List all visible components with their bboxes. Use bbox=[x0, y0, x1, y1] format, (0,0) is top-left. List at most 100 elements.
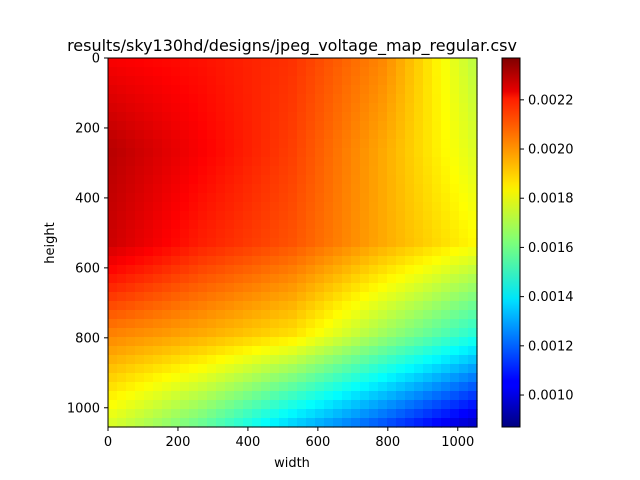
heatmap-cell bbox=[198, 148, 208, 158]
heatmap-cell bbox=[468, 67, 478, 77]
heatmap-cell bbox=[387, 94, 397, 104]
heatmap-cell bbox=[297, 373, 307, 383]
heatmap-cell bbox=[342, 67, 352, 77]
heatmap-cell bbox=[333, 337, 343, 347]
heatmap-cell bbox=[450, 121, 460, 131]
heatmap-cell bbox=[423, 76, 433, 86]
heatmap-cell bbox=[216, 247, 226, 257]
heatmap-cell bbox=[360, 346, 370, 356]
heatmap-cell bbox=[306, 292, 316, 302]
heatmap-cell bbox=[198, 391, 208, 401]
heatmap-cell bbox=[126, 220, 136, 230]
heatmap-cell bbox=[225, 382, 235, 392]
heatmap-cell bbox=[216, 283, 226, 293]
heatmap-cell bbox=[315, 112, 325, 122]
heatmap-cell bbox=[441, 166, 451, 176]
heatmap-cell bbox=[288, 274, 298, 284]
heatmap-cell bbox=[441, 301, 451, 311]
heatmap-cell bbox=[450, 112, 460, 122]
heatmap-cell bbox=[450, 418, 460, 428]
heatmap-cell bbox=[135, 328, 145, 338]
heatmap-cell bbox=[450, 103, 460, 113]
heatmap-cell bbox=[180, 157, 190, 167]
heatmap-cell bbox=[414, 265, 424, 275]
heatmap-cell bbox=[423, 247, 433, 257]
heatmap-cell bbox=[378, 346, 388, 356]
heatmap-cell bbox=[207, 238, 217, 248]
heatmap-cell bbox=[162, 292, 172, 302]
heatmap-cell bbox=[405, 202, 415, 212]
heatmap-cell bbox=[207, 229, 217, 239]
heatmap-cell bbox=[126, 301, 136, 311]
heatmap-cell bbox=[216, 355, 226, 365]
heatmap-cell bbox=[378, 319, 388, 329]
heatmap-cell bbox=[117, 67, 127, 77]
heatmap-cell bbox=[198, 328, 208, 338]
heatmap-cell bbox=[468, 382, 478, 392]
heatmap-cell bbox=[405, 355, 415, 365]
heatmap-cell bbox=[468, 364, 478, 374]
heatmap-cell bbox=[288, 148, 298, 158]
heatmap-cell bbox=[126, 193, 136, 203]
heatmap-cell bbox=[297, 139, 307, 149]
heatmap-cell bbox=[198, 364, 208, 374]
heatmap-cell bbox=[378, 58, 388, 68]
heatmap-cell bbox=[369, 175, 379, 185]
heatmap-cell bbox=[405, 121, 415, 131]
heatmap-cell bbox=[153, 247, 163, 257]
heatmap-cell bbox=[126, 103, 136, 113]
heatmap-cell bbox=[243, 418, 253, 428]
heatmap-cell bbox=[441, 337, 451, 347]
heatmap-cell bbox=[315, 238, 325, 248]
heatmap-cell bbox=[198, 58, 208, 68]
heatmap-cell bbox=[468, 292, 478, 302]
heatmap-cell bbox=[369, 256, 379, 266]
heatmap-cell bbox=[315, 157, 325, 167]
heatmap-cell bbox=[306, 256, 316, 266]
heatmap-cell bbox=[279, 256, 289, 266]
heatmap-cell bbox=[306, 202, 316, 212]
heatmap-cell bbox=[198, 220, 208, 230]
heatmap-cell bbox=[180, 94, 190, 104]
heatmap-cell bbox=[306, 337, 316, 347]
heatmap-cell bbox=[162, 355, 172, 365]
heatmap-cell bbox=[423, 328, 433, 338]
heatmap-cell bbox=[450, 58, 460, 68]
heatmap-cell bbox=[144, 103, 154, 113]
heatmap-cell bbox=[360, 211, 370, 221]
heatmap-cell bbox=[459, 256, 469, 266]
heatmap-cell bbox=[171, 256, 181, 266]
heatmap-cell bbox=[414, 211, 424, 221]
heatmap-cell bbox=[126, 310, 136, 320]
heatmap-cell bbox=[441, 184, 451, 194]
heatmap-cell bbox=[450, 229, 460, 239]
heatmap-cell bbox=[270, 409, 280, 419]
heatmap-cell bbox=[459, 337, 469, 347]
heatmap-cell bbox=[441, 85, 451, 95]
heatmap-cell bbox=[378, 256, 388, 266]
heatmap-cell bbox=[108, 166, 118, 176]
heatmap-cell bbox=[297, 364, 307, 374]
heatmap-cell bbox=[279, 58, 289, 68]
heatmap-cell bbox=[162, 58, 172, 68]
heatmap-cell bbox=[387, 373, 397, 383]
heatmap-cell bbox=[405, 130, 415, 140]
heatmap-cell bbox=[324, 319, 334, 329]
heatmap-cell bbox=[351, 238, 361, 248]
heatmap-cell bbox=[207, 103, 217, 113]
heatmap-cell bbox=[441, 382, 451, 392]
heatmap-cell bbox=[225, 85, 235, 95]
heatmap-cell bbox=[234, 121, 244, 131]
heatmap-cell bbox=[126, 121, 136, 131]
heatmap-cell bbox=[225, 346, 235, 356]
heatmap-cell bbox=[135, 175, 145, 185]
heatmap-cell bbox=[324, 103, 334, 113]
heatmap-cell bbox=[279, 391, 289, 401]
heatmap-cell bbox=[459, 229, 469, 239]
heatmap-cell bbox=[324, 418, 334, 428]
heatmap-cell bbox=[180, 67, 190, 77]
heatmap-cell bbox=[396, 409, 406, 419]
heatmap-cell bbox=[225, 238, 235, 248]
heatmap-cell bbox=[459, 355, 469, 365]
heatmap-cell bbox=[387, 76, 397, 86]
